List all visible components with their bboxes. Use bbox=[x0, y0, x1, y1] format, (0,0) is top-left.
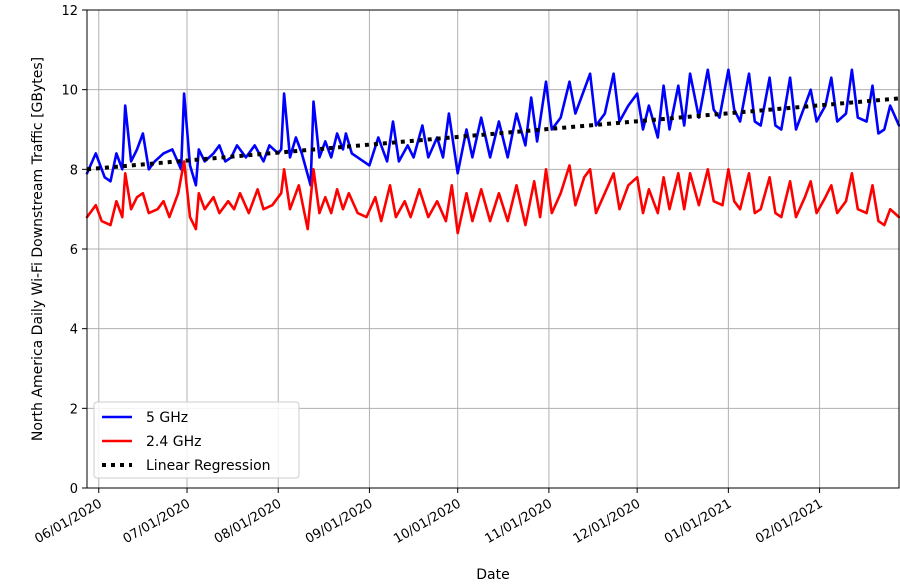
legend-box bbox=[93, 401, 300, 479]
y-tick-label: 12 bbox=[61, 4, 78, 19]
legend-label-1: 2.4 GHz bbox=[146, 434, 201, 450]
legend-label-2: Linear Regression bbox=[146, 458, 271, 474]
y-axis-title: North America Daily Wi-Fi Downstream Tra… bbox=[30, 57, 46, 441]
y-tick-label: 2 bbox=[70, 402, 78, 417]
x-tick-label: 06/01/2020 bbox=[32, 496, 104, 546]
x-tick-label: 01/01/2021 bbox=[662, 496, 734, 546]
x-axis-title: Date bbox=[476, 567, 509, 583]
series-line-2 bbox=[86, 96, 900, 172]
y-tick-label: 0 bbox=[70, 482, 78, 497]
x-tick-label: 11/01/2020 bbox=[483, 496, 555, 546]
x-tick-label: 10/01/2020 bbox=[391, 496, 463, 546]
x-tick-label: 12/01/2020 bbox=[571, 496, 643, 546]
y-tick-label: 10 bbox=[61, 84, 78, 99]
x-tick-label: 08/01/2020 bbox=[212, 496, 284, 546]
grid bbox=[87, 9, 899, 489]
legend-label-0: 5 GHz bbox=[146, 410, 188, 426]
series-line-1 bbox=[85, 160, 900, 235]
legend: 5 GHz 2.4 GHz Linear Regression bbox=[93, 401, 300, 479]
series-line-0 bbox=[85, 68, 900, 187]
x-tick-label: 07/01/2020 bbox=[121, 496, 193, 546]
y-tick-label: 6 bbox=[70, 243, 78, 258]
y-tick-label: 8 bbox=[70, 163, 78, 178]
x-tick-label: 09/01/2020 bbox=[303, 496, 375, 546]
x-tick-label: 02/01/2021 bbox=[753, 496, 825, 546]
series-layer bbox=[85, 68, 900, 235]
y-tick-label: 4 bbox=[70, 323, 78, 338]
